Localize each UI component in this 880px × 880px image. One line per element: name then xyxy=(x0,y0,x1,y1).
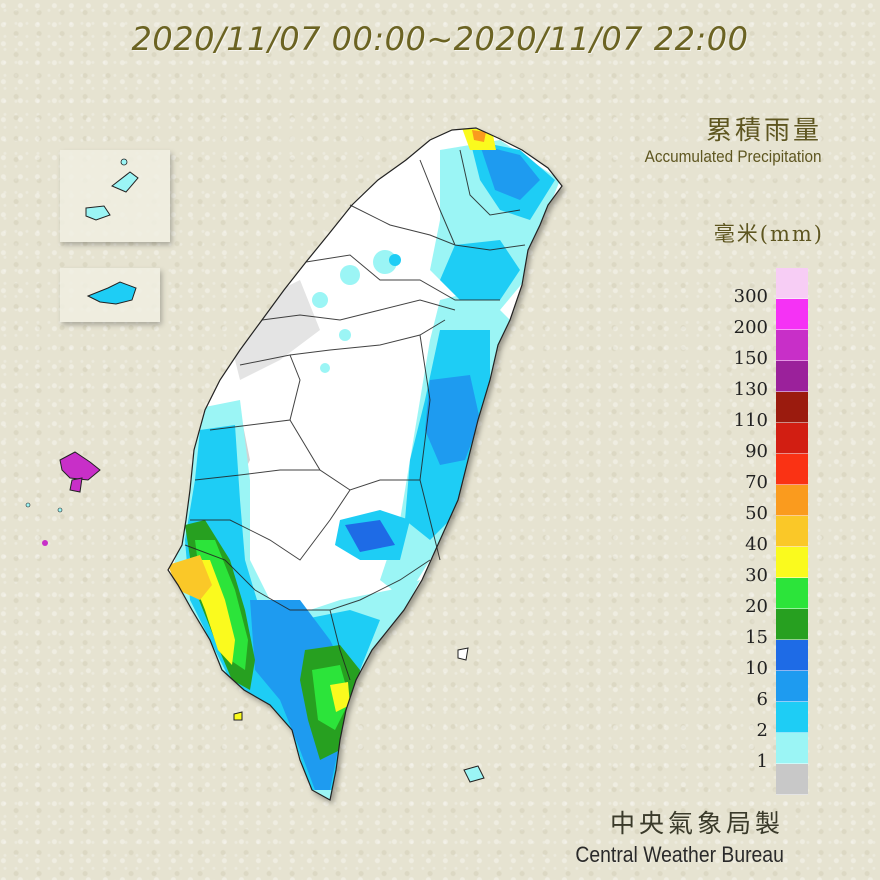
legend-swatch xyxy=(776,671,808,702)
matsu-islands xyxy=(85,158,139,305)
legend-swatch xyxy=(776,361,808,392)
legend-swatch xyxy=(776,392,808,423)
layer-title-english: Accumulated Precipitation xyxy=(645,147,822,166)
legend-label: 300 xyxy=(733,286,768,307)
legend-swatch xyxy=(776,330,808,361)
legend-label: 10 xyxy=(745,658,768,679)
legend-label: 50 xyxy=(745,503,768,524)
legend-color-bar xyxy=(776,268,808,795)
legend-swatch xyxy=(776,733,808,764)
legend-swatch xyxy=(776,423,808,454)
legend-swatch xyxy=(776,454,808,485)
county-boundaries xyxy=(184,149,526,681)
legend-swatch xyxy=(776,299,808,330)
legend-label: 130 xyxy=(733,379,768,400)
legend-swatch xyxy=(776,609,808,640)
legend-label: 200 xyxy=(733,317,768,338)
legend-swatch xyxy=(776,640,808,671)
legend-swatch xyxy=(776,702,808,733)
legend-label: 6 xyxy=(756,689,768,710)
legend-swatch xyxy=(776,578,808,609)
legend-swatch xyxy=(776,547,808,578)
legend-label: 1 xyxy=(756,751,768,772)
inset-box-north xyxy=(60,150,170,242)
legend-label: 110 xyxy=(733,410,768,431)
credit-english: Central Weather Bureau xyxy=(575,842,784,867)
legend-label: 70 xyxy=(745,472,768,493)
legend-label: 40 xyxy=(745,534,768,555)
rainfall-layer xyxy=(168,128,560,800)
legend-label: 2 xyxy=(756,720,768,741)
legend-swatch xyxy=(776,516,808,547)
legend-swatch xyxy=(776,485,808,516)
legend-swatch xyxy=(776,764,808,795)
legend-label: 30 xyxy=(745,565,768,586)
credit-chinese: 中央氣象局製 xyxy=(609,809,784,838)
legend-label: 150 xyxy=(733,348,768,369)
legend-unit: 毫米(mm) xyxy=(713,222,824,246)
legend-label: 15 xyxy=(745,627,768,648)
legend-swatch xyxy=(776,268,808,299)
legend-label: 20 xyxy=(745,596,768,617)
legend-label: 90 xyxy=(745,441,768,462)
penghu-islands xyxy=(25,451,101,546)
map-title: 2020/11/07 00:00~2020/11/07 22:00 xyxy=(131,20,749,58)
offshore-islands-east xyxy=(233,647,485,783)
layer-title-chinese: 累積雨量 xyxy=(705,116,822,146)
